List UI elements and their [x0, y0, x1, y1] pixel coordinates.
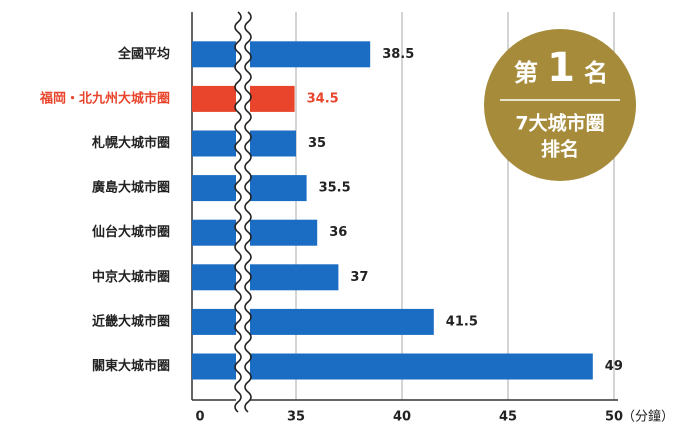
category-label: 近畿大城市圈: [92, 313, 170, 329]
x-tick-label: 45: [499, 410, 517, 425]
bar: [192, 41, 371, 68]
badge-line: 排名: [541, 138, 579, 161]
category-label: 關東大城市圈: [92, 358, 170, 374]
value-label: 41.5: [446, 314, 478, 329]
category-label: 仙台大城市圈: [92, 224, 170, 240]
category-label: 札幌大城市圈: [91, 135, 170, 151]
axis-break: [244, 11, 252, 413]
bar: [192, 264, 339, 291]
value-label: 36: [329, 225, 347, 240]
value-label: 37: [350, 270, 368, 285]
x-tick-label: 35: [287, 410, 305, 425]
bar: [192, 308, 434, 335]
axis-break: [234, 11, 242, 413]
plot: 0 35 40 45 50（分鐘） 38.5 全國平均 34.5 福岡・北九州大城市圈 35 札幌大…: [39, 11, 674, 425]
value-label: 35: [308, 136, 326, 151]
value-label: 35.5: [319, 181, 351, 196]
value-label: 38.5: [382, 47, 414, 62]
value-label: 34.5: [307, 91, 339, 106]
badge-prefix: 第: [514, 59, 538, 87]
category-label: 福岡・北九州大城市圈: [39, 90, 170, 106]
badge-line: 7大城市圈: [515, 112, 604, 135]
category-label: 全國平均: [117, 46, 170, 62]
value-label: 49: [605, 359, 623, 374]
bar: [192, 353, 593, 380]
badge-circle: [484, 29, 636, 181]
x-axis-label: （分鐘）: [622, 409, 674, 425]
badge: 第 1 名 7大城市圈 排名: [484, 29, 636, 181]
category-label: 廣島大城市圈: [92, 180, 170, 196]
bar: [192, 219, 318, 246]
x-tick-label: 0: [195, 410, 204, 425]
category-label: 中京大城市圈: [92, 269, 170, 285]
x-tick-label: 40: [393, 410, 411, 425]
badge-suffix: 名: [584, 59, 608, 87]
badge-rank: 1: [547, 45, 575, 91]
x-tick-label: 50: [605, 410, 623, 425]
